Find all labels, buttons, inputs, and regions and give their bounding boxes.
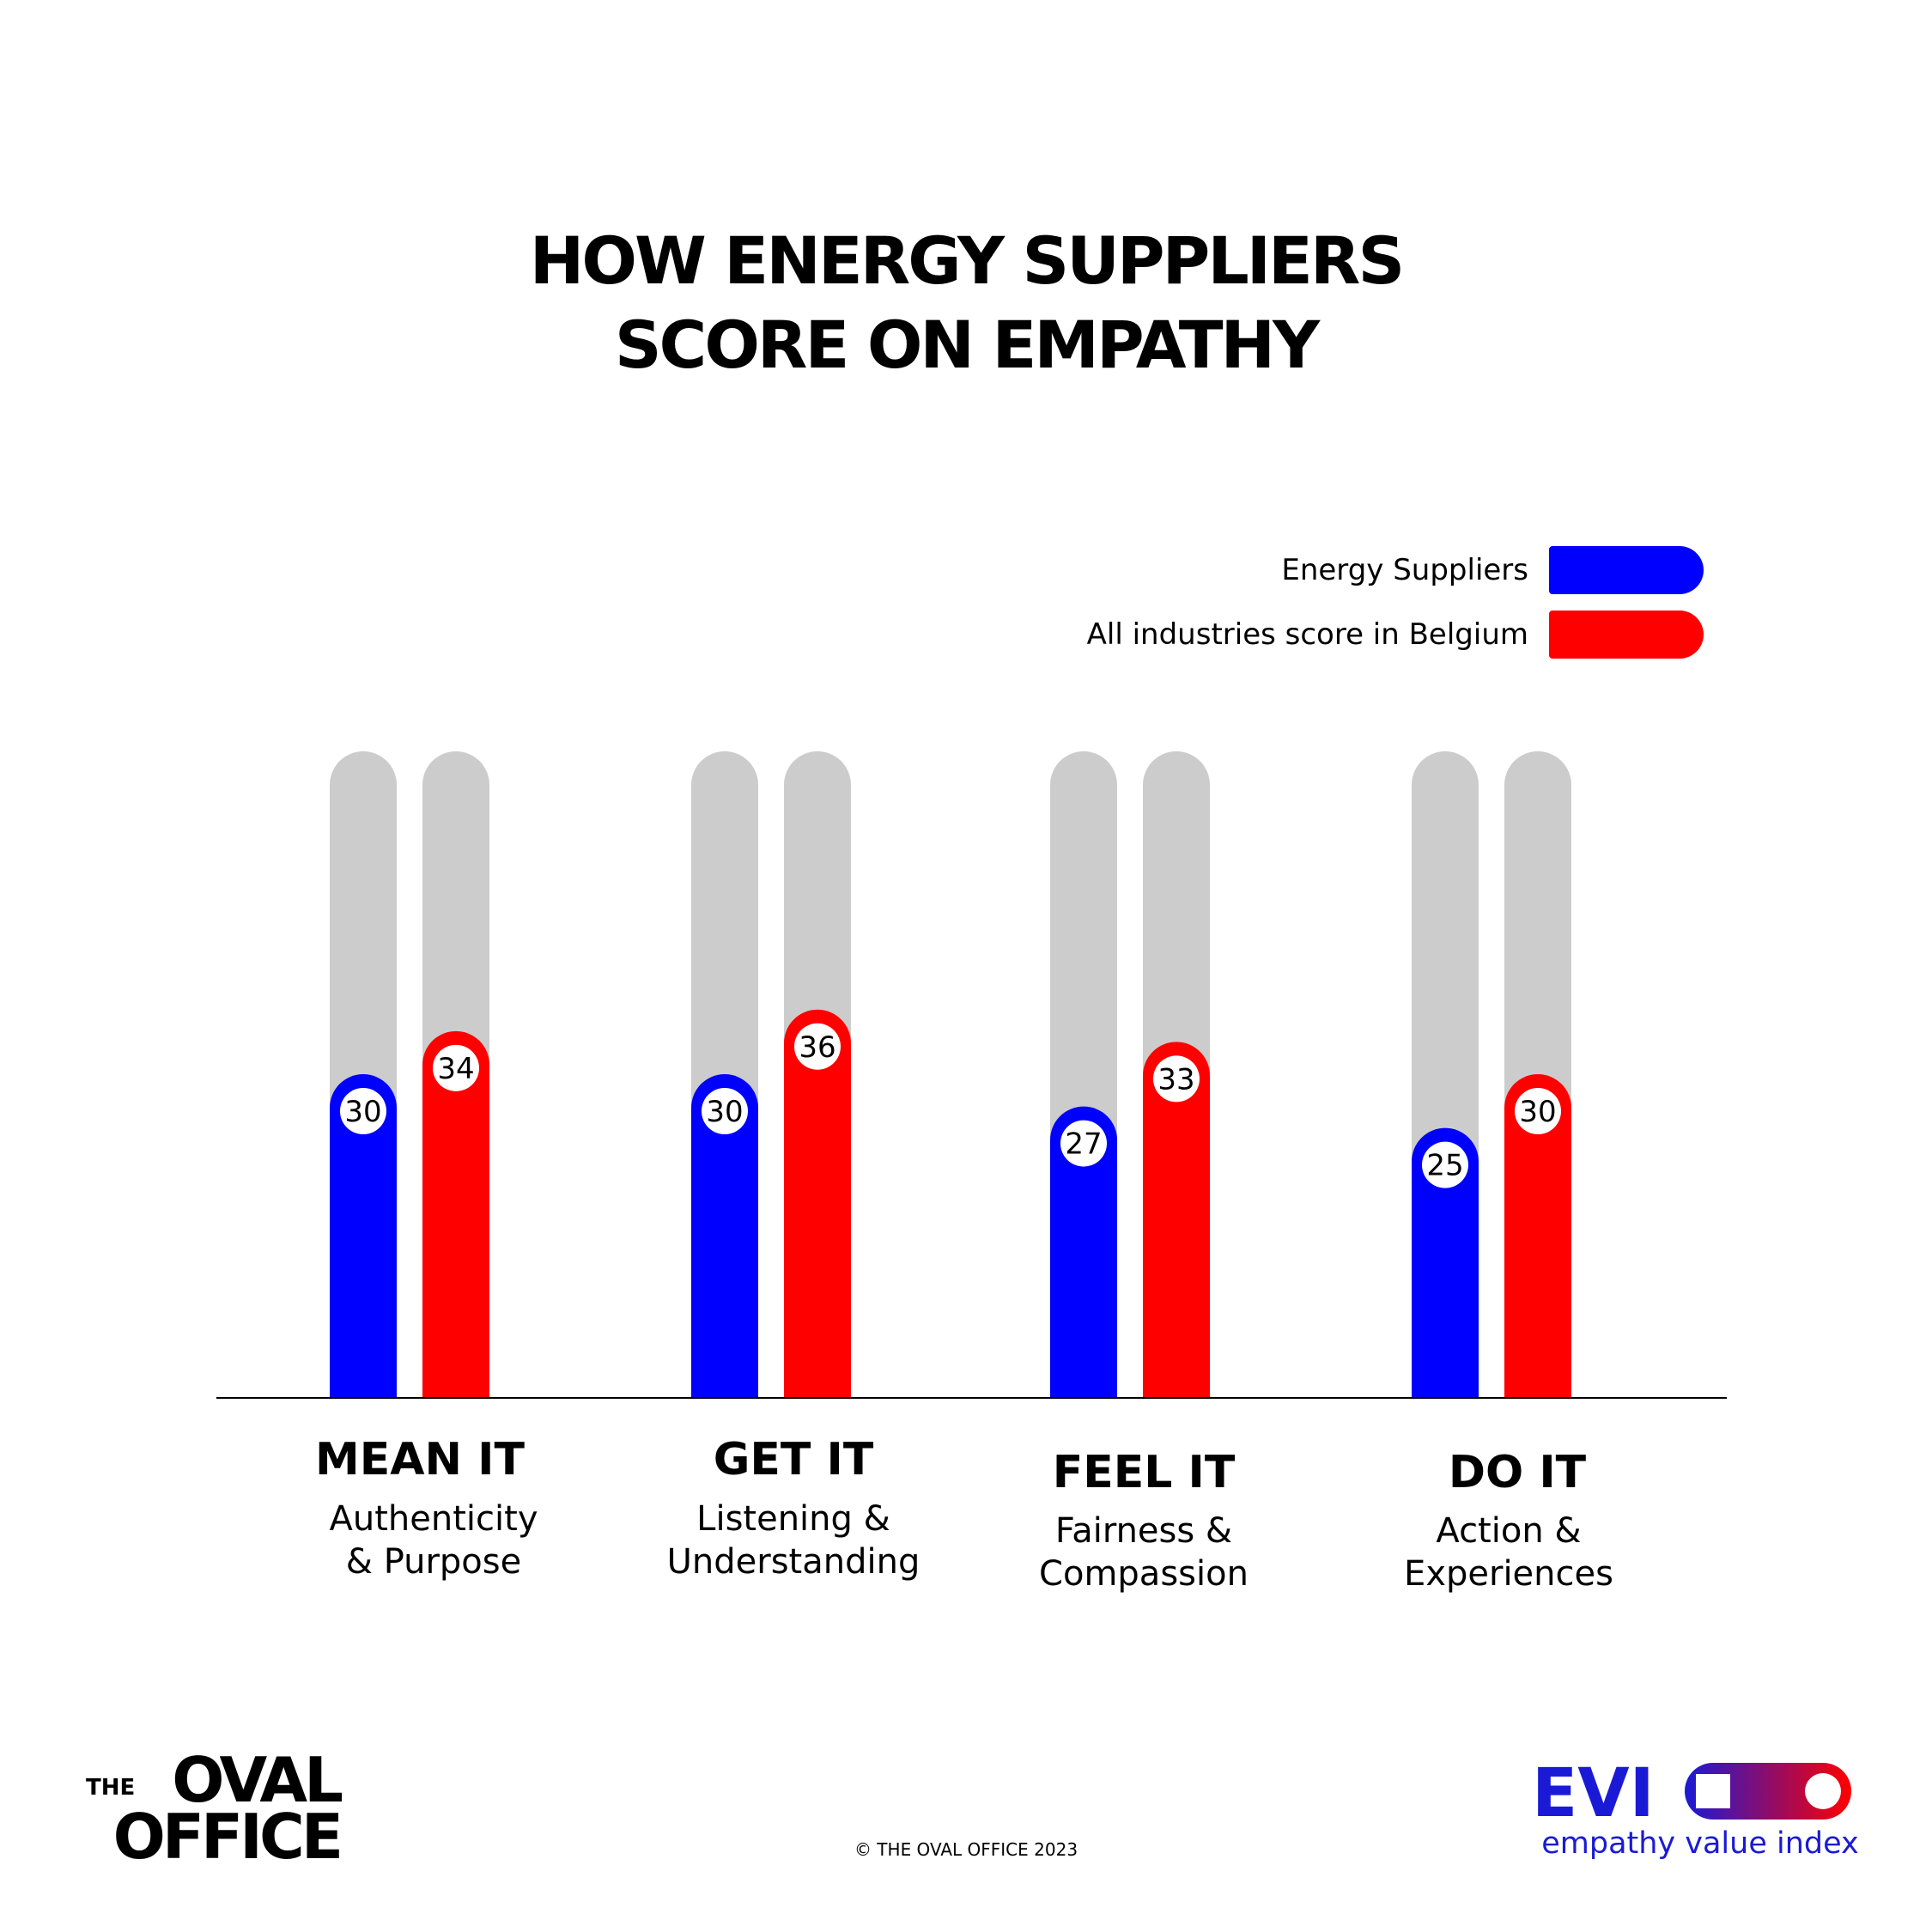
legend-item-energy-suppliers: Energy Suppliers — [1281, 546, 1704, 594]
legend-label-all-industries: All industries score in Belgium — [1086, 617, 1528, 652]
chart-title: HOW ENERGY SUPPLIERS SCORE ON EMPATHY — [0, 219, 1932, 387]
legend-swatch-all-industries — [1549, 611, 1704, 659]
value-label-all-industries-2: 33 — [1157, 1062, 1194, 1097]
category-description-3: Action & Experiences — [1328, 1510, 1689, 1595]
category-description-3-line-1: Experiences — [1404, 1554, 1613, 1594]
legend-item-all-industries: All industries score in Belgium — [1087, 611, 1704, 659]
chart-title-line-2: SCORE ON EMPATHY — [614, 307, 1320, 383]
value-badge-energy-suppliers-2 — [1060, 1120, 1107, 1167]
category-name-0: MEAN IT — [315, 1434, 525, 1485]
value-label-energy-suppliers-1: 30 — [706, 1095, 743, 1129]
value-badge-all-industries-3 — [1515, 1088, 1561, 1134]
category-description-1-line-1: Understanding — [666, 1542, 920, 1582]
value-label-energy-suppliers-3: 25 — [1426, 1149, 1463, 1183]
category-description-2-line-0: Fairness & — [1054, 1511, 1233, 1551]
value-badge-all-industries-2 — [1153, 1055, 1200, 1103]
category-description-3-line-0: Action & — [1436, 1511, 1582, 1551]
bar-all-industries-2 — [1143, 1042, 1210, 1397]
category-description-0-line-1: & Purpose — [345, 1542, 522, 1582]
evi-square-icon — [1696, 1774, 1730, 1808]
legend-label-energy-suppliers: Energy Suppliers — [1281, 553, 1528, 587]
the-oval-office-logo: THE OVAL OFFICE — [86, 1744, 343, 1863]
bar-energy-suppliers-0 — [330, 1074, 397, 1397]
category-name-3: DO IT — [1448, 1447, 1587, 1498]
value-label-all-industries-1: 36 — [799, 1030, 835, 1065]
value-badge-all-industries-1 — [794, 1023, 841, 1070]
value-label-energy-suppliers-2: 27 — [1065, 1127, 1102, 1162]
evi-mark-text: EVI — [1532, 1755, 1655, 1832]
copyright-notice: © THE OVAL OFFICE 2023 — [854, 1839, 1078, 1860]
value-badge-all-industries-0 — [433, 1044, 479, 1091]
bar-all-industries-1 — [784, 1009, 851, 1397]
category-description-2-line-1: Compassion — [1039, 1554, 1249, 1594]
category-description-0-line-0: Authenticity — [329, 1499, 538, 1539]
chart-title-line-1: HOW ENERGY SUPPLIERS — [529, 222, 1405, 299]
value-badge-energy-suppliers-0 — [340, 1088, 386, 1134]
bar-energy-suppliers-1 — [691, 1074, 758, 1397]
value-label-energy-suppliers-0: 30 — [344, 1095, 381, 1129]
evi-subtitle: empathy value index — [1541, 1826, 1859, 1861]
category-name-2: FEEL IT — [1052, 1447, 1236, 1498]
bar-energy-suppliers-2 — [1050, 1106, 1117, 1397]
evi-logo: EVI — [1532, 1755, 1851, 1832]
bar-energy-suppliers-3 — [1412, 1127, 1479, 1397]
value-label-all-industries-0: 34 — [437, 1052, 474, 1086]
evi-dot-icon — [1805, 1773, 1841, 1809]
legend-swatch-energy-suppliers — [1549, 546, 1704, 594]
logo-word-the: THE — [86, 1775, 135, 1801]
logo-word-oval: OVAL — [172, 1744, 342, 1816]
value-badge-energy-suppliers-3 — [1422, 1141, 1468, 1188]
category-name-1: GET IT — [713, 1434, 874, 1485]
bar-all-industries-0 — [422, 1030, 489, 1397]
logo-word-office: OFFICE — [113, 1801, 340, 1863]
category-description-1-line-0: Listening & — [696, 1499, 890, 1539]
value-label-all-industries-3: 30 — [1519, 1095, 1556, 1129]
value-badge-energy-suppliers-1 — [702, 1088, 748, 1134]
category-description-2: Fairness & Compassion — [963, 1510, 1324, 1595]
bar-all-industries-3 — [1504, 1074, 1571, 1397]
category-description-0: Authenticity & Purpose — [253, 1498, 614, 1583]
category-description-1: Listening & Understanding — [613, 1498, 974, 1583]
